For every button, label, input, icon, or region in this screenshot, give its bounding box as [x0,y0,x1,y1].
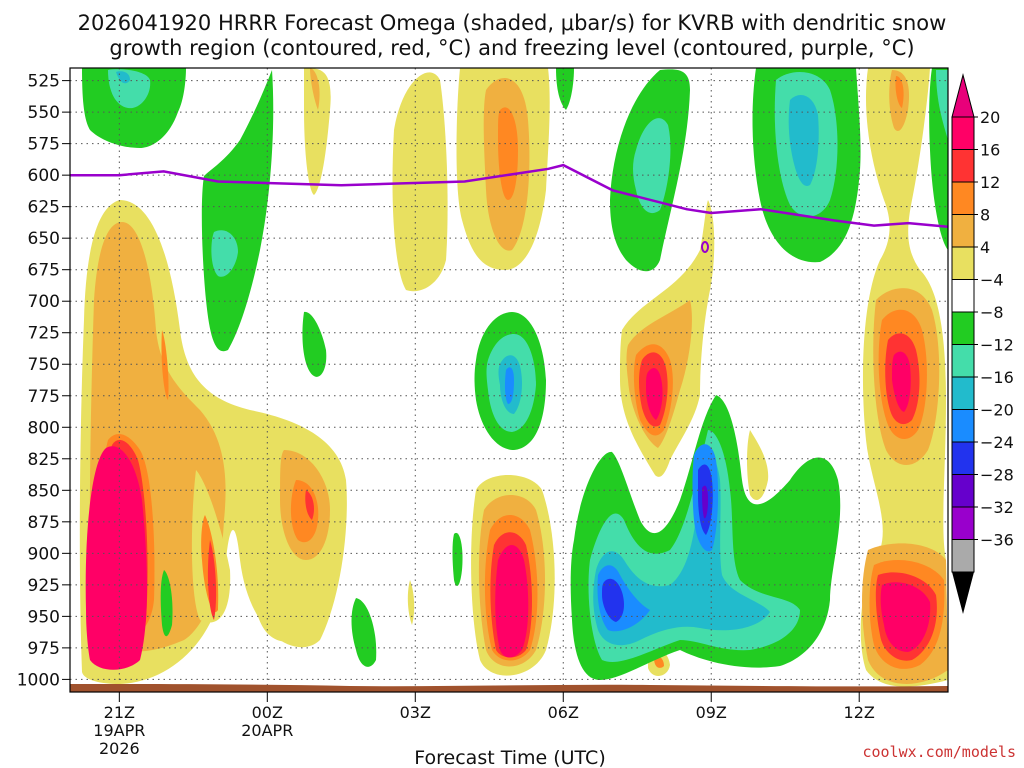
x-tick-label: 12Z [844,703,875,722]
downdraft-01z-small [302,311,327,377]
colorbar-top-arrow [951,73,975,118]
colorbar-segment [951,409,975,443]
chart-title-line1: 2026041920 HRRR Forecast Omega (shaded, … [78,11,947,35]
omega-shading [79,68,948,687]
grid-lines [70,68,948,692]
colorbar-segment [951,311,975,345]
downdraft-02z-low [351,598,377,667]
colorbar-label: 16 [980,141,1000,160]
y-tick-label: 775 [28,387,60,407]
x-tick-label: 00Z [252,703,283,722]
colorbar-label: −4 [980,271,1004,290]
x-tick-label: 2026 [99,739,140,758]
y-tick-label: 550 [28,103,60,123]
updraft-upper-01z [304,68,331,195]
y-tick-label: 950 [28,607,60,627]
colorbar-segment [951,441,975,475]
downdraft-22z-low [160,570,173,637]
updraft-00z-peak [207,540,217,620]
colorbar-label: −20 [980,401,1014,420]
colorbar: 20 16 12 8 4 −4 −8 −12 −16 −20 −24 −28 −32 −36 [951,73,1014,614]
colorbar-segment [951,279,975,313]
colorbar-segment [951,214,975,248]
y-tick-label: 900 [28,544,60,564]
colorbar-label: −36 [980,531,1014,550]
y-tick-label: 650 [28,229,60,249]
x-tick-label: 03Z [400,703,431,722]
credit-text: coolwx.com/models [862,743,1016,761]
x-axis-label: Forecast Time (UTC) [414,747,605,768]
y-tick-label: 875 [28,513,60,533]
y-tick-label: 750 [28,355,60,375]
colorbar-label: −32 [980,498,1014,517]
colorbar-segment [951,539,975,573]
downdraft-06z-top [556,68,574,110]
y-tick-label: 525 [28,72,60,92]
downdraft-09z-lower [570,395,841,680]
colorbar-segment [951,506,975,540]
updraft-03z-tiny [407,580,415,625]
x-tick-label: 20APR [241,721,293,740]
downdraft-upper-left-core [108,69,151,109]
x-tick-label: 09Z [696,703,727,722]
updraft-08z [620,200,715,477]
updraft-11z-small [747,430,769,500]
downdraft-14z-upper-core [936,70,948,140]
updraft-01z-core [290,480,319,543]
colorbar-label: −8 [980,303,1004,322]
updraft-05z-low [471,475,555,676]
freezing-level-closed-contour [701,241,709,253]
colorbar-label: 12 [980,173,1000,192]
y-tick-label: 1000 [17,670,60,690]
colorbar-label: −12 [980,336,1014,355]
y-tick-label: 725 [28,324,60,344]
colorbar-bottom-arrow [952,572,974,614]
colorbar-segment [951,181,975,215]
colorbar-segment [951,474,975,508]
colorbar-label: 20 [980,108,1000,127]
y-tick-label: 600 [28,166,60,186]
downdraft-upper-left [82,68,186,148]
y-tick-label: 575 [28,135,60,155]
plot-frame [69,67,949,693]
y-tick-label: 700 [28,292,60,312]
y-axis: 525 550 575 600 625 650 675 700 725 750 775 800 825 8… [17,72,70,690]
downdraft-05z [474,312,546,450]
y-tick-label: 825 [28,450,60,470]
colorbar-segment [951,149,975,183]
updraft-01z-peak [305,490,314,520]
updraft-upper-01z-core [310,68,320,110]
y-tick-label: 850 [28,481,60,501]
colorbar-segment [951,344,975,378]
downdraft-03z-low [452,532,463,586]
colorbar-label: −28 [980,466,1014,485]
x-tick-label: 21Z [104,703,135,722]
downdraft-00z-core [211,230,238,277]
colorbar-segment [951,246,975,280]
y-tick-label: 800 [28,418,60,438]
downdraft-00z [201,70,274,352]
colorbar-label: −16 [980,368,1014,387]
ground-strip [70,684,948,692]
y-tick-label: 625 [28,198,60,218]
y-tick-label: 975 [28,639,60,659]
downdraft-11z-upper [752,68,861,263]
colorbar-segment [951,376,975,410]
freezing-level-line [70,163,948,229]
y-tick-label: 925 [28,576,60,596]
colorbar-label: −24 [980,433,1014,452]
y-tick-label: 675 [28,261,60,281]
chart-title-line2: growth region (contoured, red, °C) and f… [109,36,914,60]
colorbar-label: 4 [980,238,990,257]
downdraft-09z-upper [610,69,690,272]
colorbar-segment [951,116,975,150]
x-tick-label: 06Z [548,703,579,722]
colorbar-label: 8 [980,206,990,225]
x-tick-label: 19APR [93,721,145,740]
